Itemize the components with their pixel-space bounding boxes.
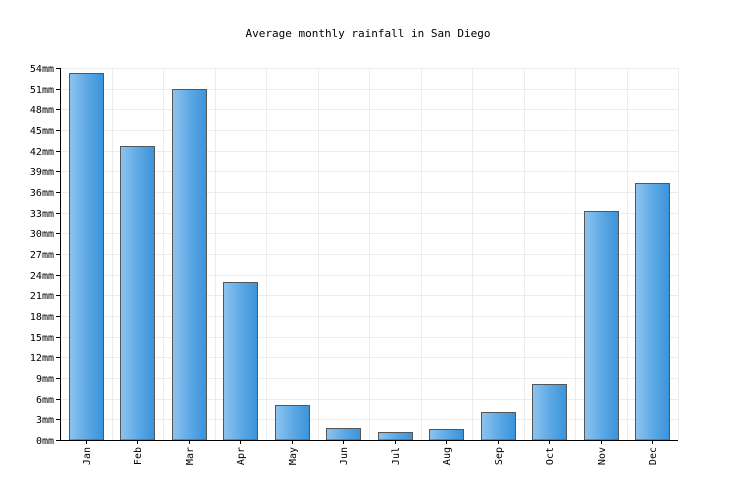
x-tick-label-jul: Jul [391,447,402,465]
bar-may [275,405,310,441]
y-tick-label: 33mm [30,209,54,220]
bars [69,73,670,441]
bar-sep [481,412,516,441]
y-tick-label: 36mm [30,188,54,199]
y-tick-label: 45mm [30,126,54,137]
y-tick-label: 39mm [30,167,54,178]
x-tick-label-may: May [288,447,299,465]
x-tick-label-jan: Jan [82,447,93,465]
y-tick-label: 3mm [36,415,54,426]
tick-labels: 0mm 3mm 6mm 9mm 12mm 15mm 18mm 21mm 24mm 27mm 30mm… [30,64,659,465]
y-tick-label: 42mm [30,147,54,158]
y-tick-label: 48mm [30,105,54,116]
bar-aug [429,429,464,441]
y-tick-label: 15mm [30,333,54,344]
bar-jun [326,428,361,441]
axes [56,68,678,444]
y-tick-label: 24mm [30,271,54,282]
y-tick-label: 21mm [30,291,54,302]
y-tick-label: 9mm [36,374,54,385]
x-tick-label-nov: Nov [597,447,608,465]
y-tick-label: 54mm [30,64,54,75]
chart-title: Average monthly rainfall in San Diego [245,27,491,40]
bar-nov [584,211,619,441]
x-tick-label-dec: Dec [648,447,659,465]
bar-dec [635,183,670,441]
x-tick-label-jun: Jun [339,447,350,465]
y-tick-label: 18mm [30,312,54,323]
bar-oct [532,384,567,441]
y-tick-label: 30mm [30,229,54,240]
bar-jul [378,432,413,441]
bar-mar [172,89,207,441]
x-tick-label-apr: Apr [236,447,247,465]
bar-jan [69,73,104,441]
y-tick-label: 12mm [30,353,54,364]
y-tick-label: 6mm [36,395,54,406]
y-tick-label: 0mm [36,436,54,447]
x-tick-label-aug: Aug [442,447,453,465]
grid-lines [60,68,679,440]
x-tick-label-feb: Feb [133,447,144,465]
x-tick-label-oct: Oct [545,447,556,465]
bar-apr [223,282,258,441]
x-tick-label-sep: Sep [494,447,505,465]
y-tick-label: 51mm [30,85,54,96]
y-tick-label: 27mm [30,250,54,261]
bar-feb [120,146,155,441]
x-tick-label-mar: Mar [185,447,196,465]
